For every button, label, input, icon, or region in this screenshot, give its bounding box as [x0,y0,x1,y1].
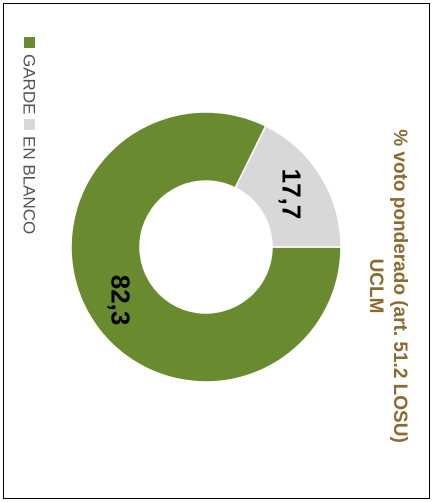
data-labels: 82,3 17,7 [106,169,307,326]
data-label-garde: 82,3 [106,275,136,326]
legend-label-garde: GARDE [20,54,39,114]
slice-en-blanco [234,124,342,248]
legend-label-en-blanco: EN BLANCO [20,136,39,234]
legend-swatch-en-blanco [24,119,35,130]
chart-title-line-1: % voto ponderado (art. 51.2 LOSU) [389,129,410,443]
legend-swatch-garde [24,37,35,48]
slice-garde [70,111,342,383]
chart-title: % voto ponderado (art. 51.2 LOSU) UCLM [365,129,410,443]
legend: GARDE EN BLANCO [20,37,39,234]
donut-slices [70,111,342,383]
chart-title-line-2: UCLM [365,259,386,314]
data-label-en-blanco: 17,7 [276,169,306,220]
